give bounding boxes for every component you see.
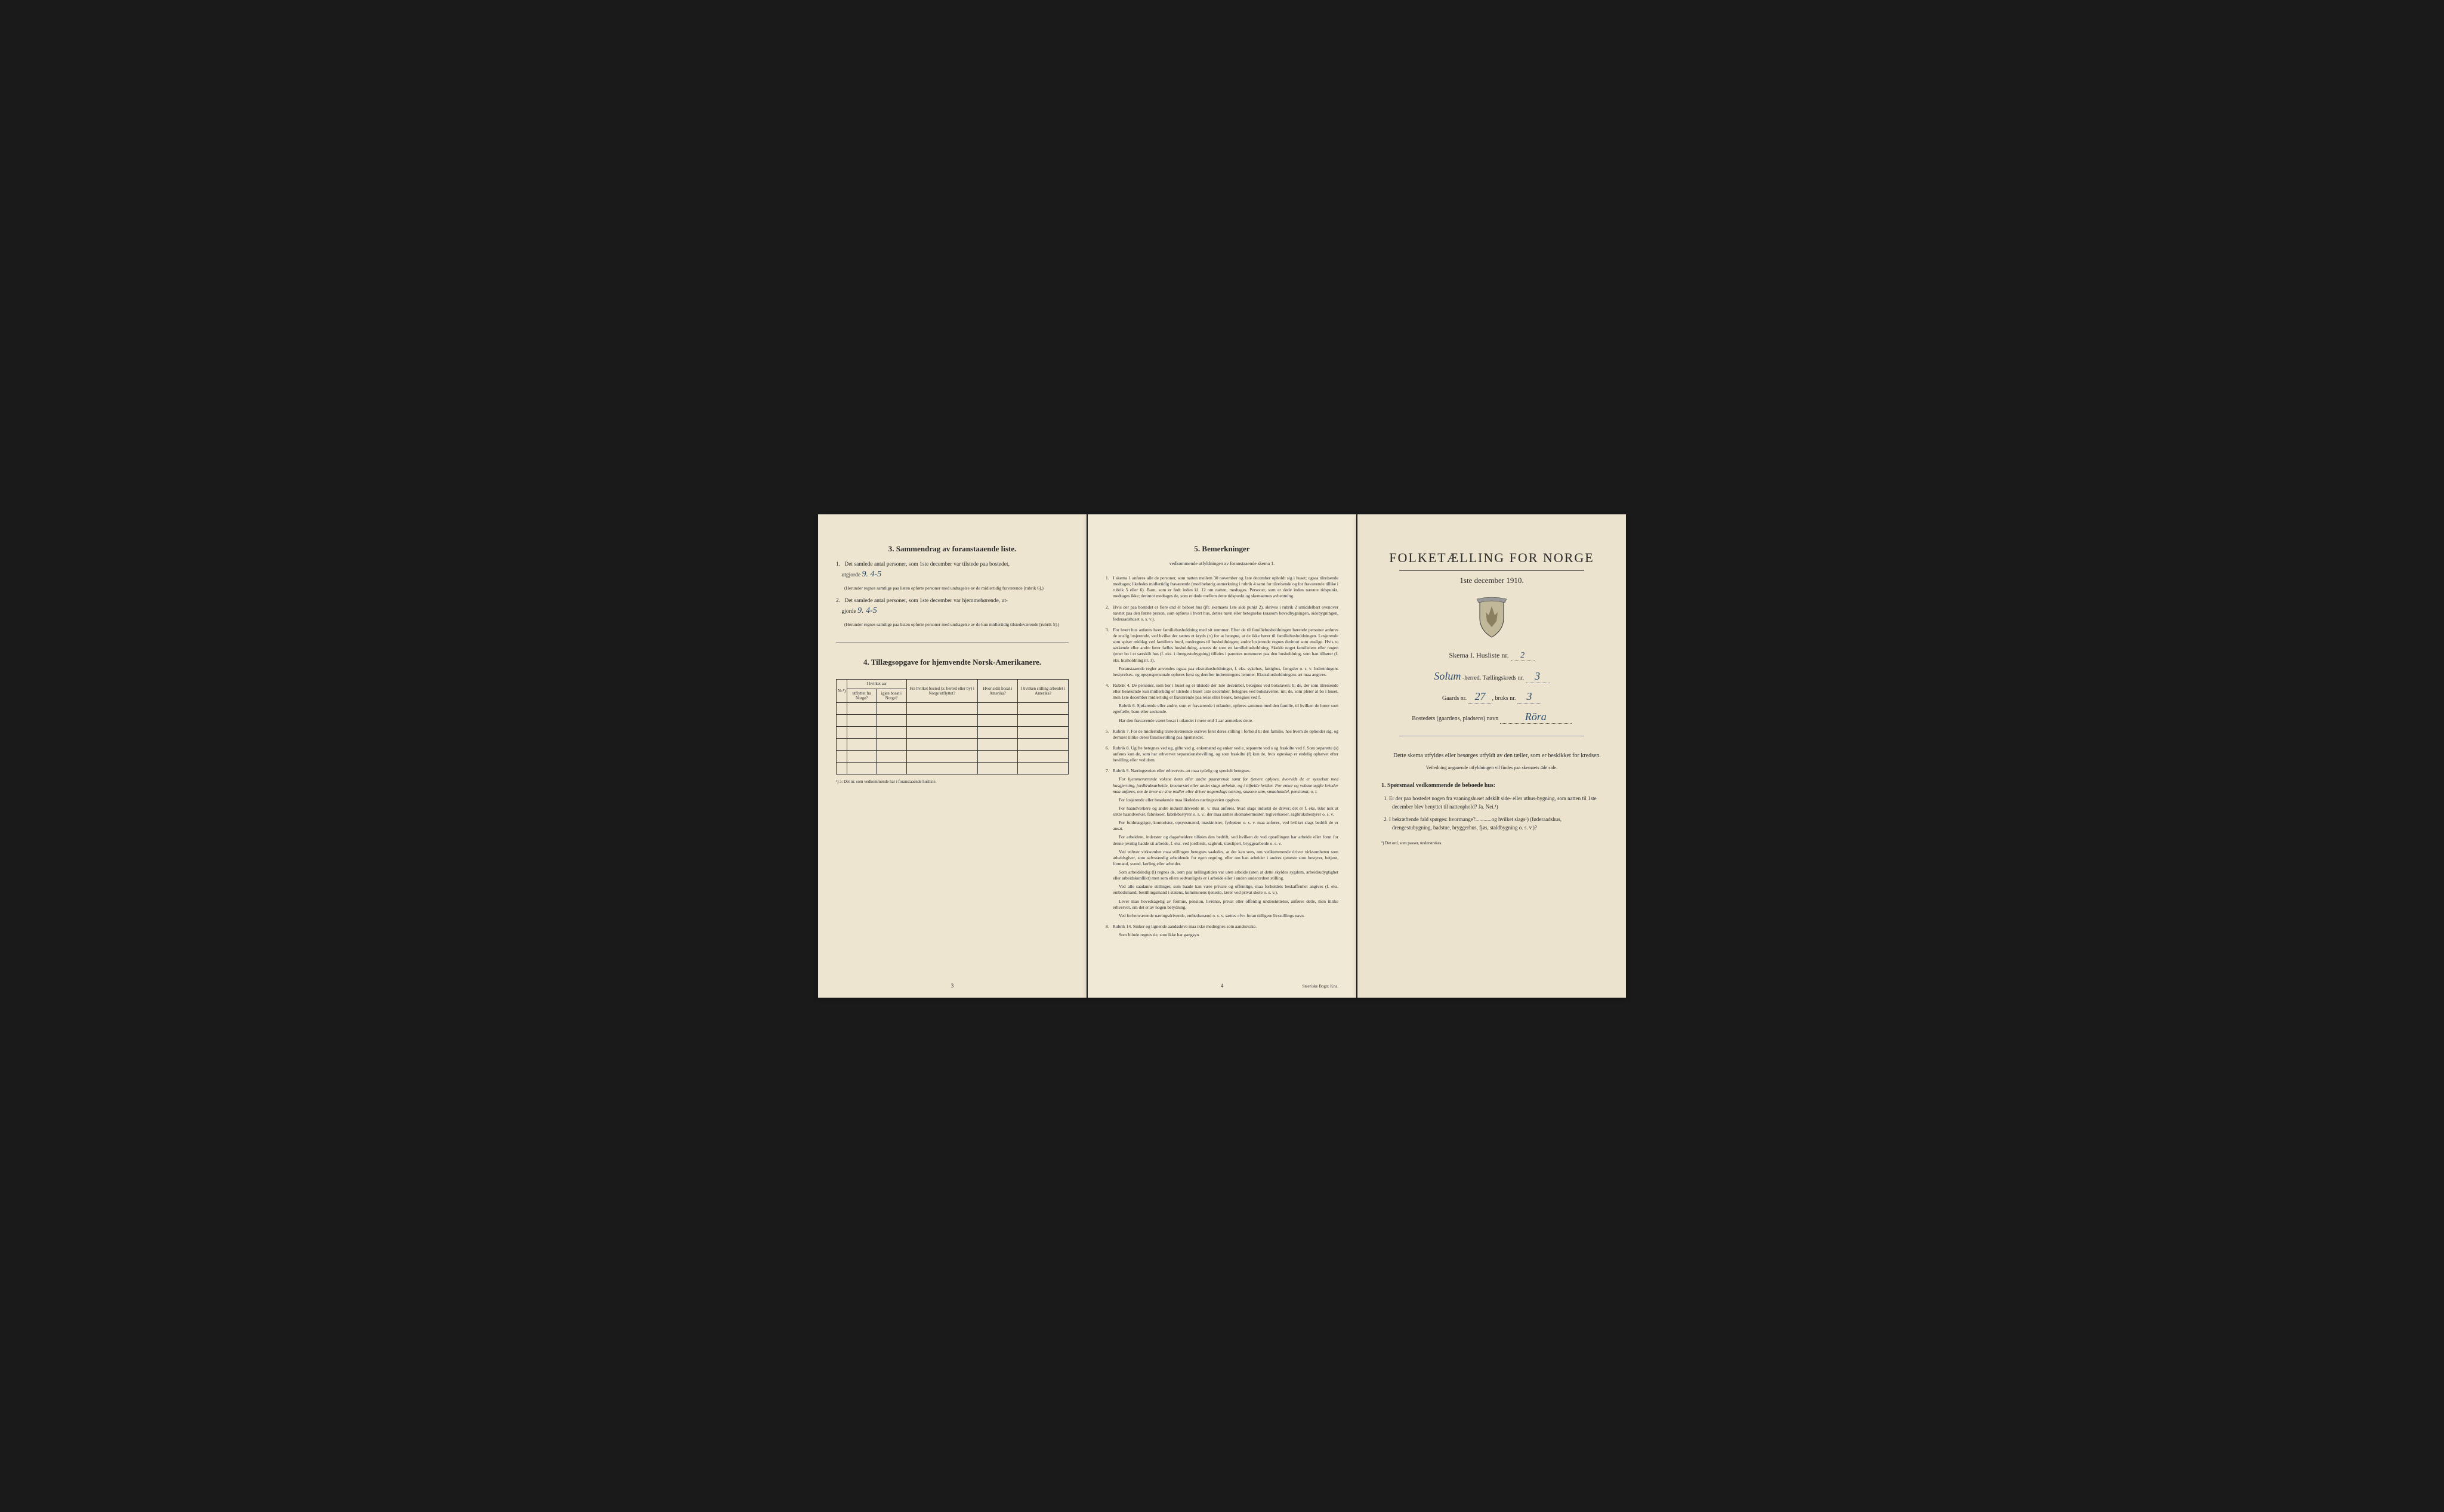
herred-name: Solum: [1434, 670, 1461, 682]
herred-line: Solum -herred. Tællingskreds nr. 3: [1375, 670, 1608, 683]
table-footnote: ¹) ɔ: Det nr. som vedkommende har i fora…: [836, 779, 1069, 784]
section-5-subtitle: vedkommende utfyldningen av foranstaaend…: [1106, 561, 1338, 566]
skema-line: Skema I. Husliste nr. 2: [1375, 651, 1608, 661]
item-2-note: (Herunder regnes samtlige paa listen opf…: [844, 622, 1069, 628]
th-stilling: I hvilken stilling arbeidet i Amerika?: [1018, 680, 1069, 703]
section-3-title: 3. Sammendrag av foranstaaende liste.: [836, 544, 1069, 554]
section-5-title: 5. Bemerkninger: [1106, 544, 1338, 554]
value-tilstede: 9. 4-5: [862, 570, 882, 579]
document-tri-fold: 3. Sammendrag av foranstaaende liste. 1.…: [818, 514, 1626, 998]
census-date: 1ste december 1910.: [1375, 576, 1608, 585]
instruction-list: 1. I skema 1 anføres alle de personer, s…: [1106, 575, 1338, 938]
bosted-name: Röra: [1500, 711, 1572, 724]
bosted-line: Bostedets (gaardens, pladsens) navn Röra: [1375, 711, 1608, 724]
gaards-nr: 27: [1468, 690, 1492, 703]
table-row: [837, 751, 1069, 763]
page-cover: FOLKETÆLLING FOR NORGE 1ste december 191…: [1357, 514, 1626, 998]
instruction-4: 4. Rubrik 4. De personer, som bor i huse…: [1106, 683, 1338, 724]
instruction-1: 1. I skema 1 anføres alle de personer, s…: [1106, 575, 1338, 600]
amerikanere-table: Nr.¹) I hvilket aar Fra hvilket bosted (…: [836, 679, 1069, 774]
amerikanere-table-section: Nr.¹) I hvilket aar Fra hvilket bosted (…: [836, 679, 1069, 784]
page-number-3: 3: [951, 983, 954, 989]
table-row: [837, 703, 1069, 715]
divider: [836, 642, 1069, 643]
instruction-5: 5. Rubrik 7. For de midlertidig tilstede…: [1106, 729, 1338, 740]
th-bosat: igjen bosat i Norge?: [877, 689, 906, 703]
value-hjemmehorende: 9. 4-5: [857, 606, 877, 615]
page-4: 5. Bemerkninger vedkommende utfyldningen…: [1088, 514, 1356, 998]
th-aar: I hvilket aar: [847, 680, 906, 689]
item-1-note: (Herunder regnes samtlige paa listen opf…: [844, 585, 1069, 591]
instruction-8: 8. Rubrik 14. Sinker og lignende aandssl…: [1106, 924, 1338, 938]
section-4-title: 4. Tillægsopgave for hjemvendte Norsk-Am…: [836, 658, 1069, 667]
table-row: [837, 727, 1069, 739]
question-2: 2. I bekræftende fald spørges: hvormange…: [1392, 816, 1602, 832]
main-title: FOLKETÆLLING FOR NORGE: [1375, 550, 1608, 566]
question-header: 1. Spørsmaal vedkommende de beboede hus:: [1381, 782, 1602, 789]
summary-item-2: 2. Det samlede antal personer, som 1ste …: [836, 597, 1069, 617]
th-nr: Nr.¹): [837, 680, 847, 703]
instruction-2: 2. Hvis der paa bostedet er flere end ét…: [1106, 604, 1338, 622]
instruction-6: 6. Rubrik 8. Ugifte betegnes ved ug, gif…: [1106, 745, 1338, 763]
husliste-nr: 2: [1511, 651, 1535, 661]
table-row: [837, 715, 1069, 727]
page-3: 3. Sammendrag av foranstaaende liste. 1.…: [818, 514, 1087, 998]
questions-section: 1. Spørsmaal vedkommende de beboede hus:…: [1381, 782, 1602, 832]
instruction-3: 3. For hvert hus anføres hver familiehus…: [1106, 627, 1338, 678]
table-row: [837, 739, 1069, 751]
th-bosted: Fra hvilket bosted (ɔ: herred eller by) …: [906, 680, 977, 703]
th-amerika: Hvor sidst bosat i Amerika?: [977, 680, 1017, 703]
title-rule: [1399, 570, 1584, 571]
table-row: [837, 763, 1069, 774]
instruction-7: 7. Rubrik 9. Næringsveien eller erhverve…: [1106, 768, 1338, 919]
page-number-4: 4: [1221, 983, 1224, 989]
th-utflyttet: utflyttet fra Norge?: [847, 689, 877, 703]
instruction-text: Dette skema utfyldes eller besørges utfy…: [1381, 751, 1602, 760]
kreds-nr: 3: [1526, 670, 1550, 683]
footnote: ¹) Det ord, som passer, understrekes.: [1381, 841, 1602, 846]
printer-note: Steen'ske Bogtr. Kr.a.: [1302, 984, 1338, 989]
coat-of-arms-icon: [1375, 594, 1608, 639]
summary-item-1: 1. Det samlede antal personer, som 1ste …: [836, 561, 1069, 581]
gaards-line: Gaards nr. 27, bruks nr. 3: [1375, 690, 1608, 703]
instruction-subtext: Veiledning angaaende utfyldningen vil fi…: [1375, 765, 1608, 770]
bruks-nr: 3: [1517, 690, 1541, 703]
question-1: 1. Er der paa bostedet nogen fra vaaning…: [1392, 795, 1602, 811]
